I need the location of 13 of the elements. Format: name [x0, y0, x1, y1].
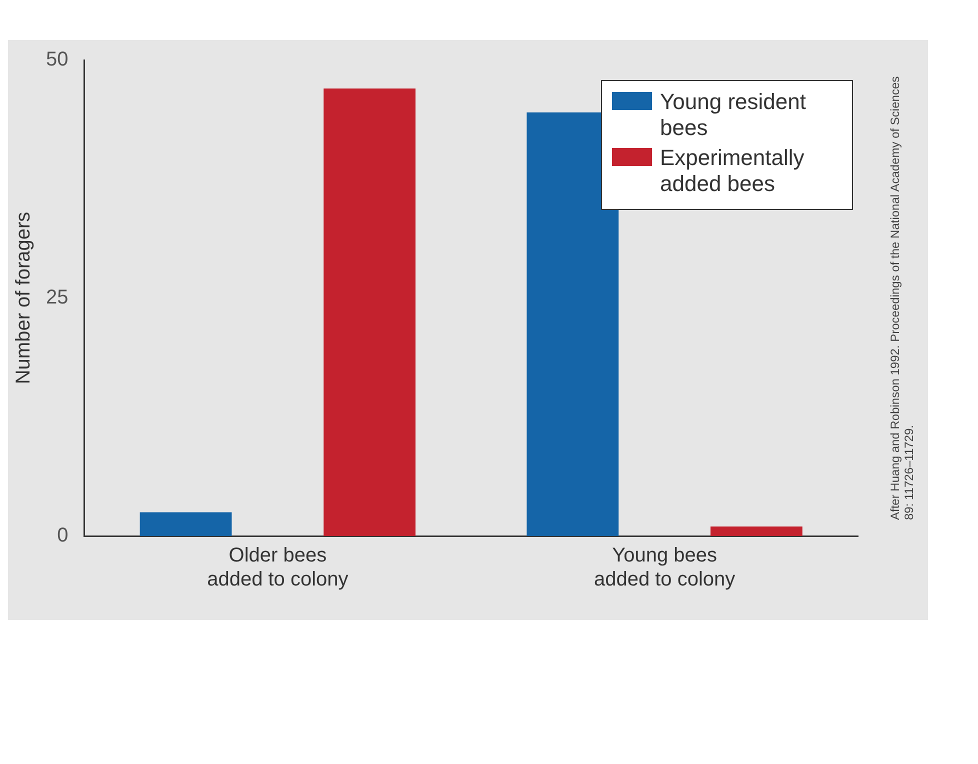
bar — [140, 512, 232, 536]
y-tick-label: 25 — [46, 286, 68, 309]
y-tick-label: 0 — [57, 524, 68, 547]
legend-label: Young resident bees — [660, 89, 807, 141]
y-axis-title: Number of foragers — [12, 212, 35, 384]
bar — [526, 112, 619, 536]
y-tick-label: 50 — [46, 48, 68, 71]
bar — [710, 526, 802, 536]
text: After Huang and Robinson 1992. Proceedings of the National Academy of Sciences 89: 11726–11729. — [888, 75, 917, 520]
x-tick-label: Older bees added to colony — [207, 544, 348, 591]
legend-label: Experimentally added bees — [660, 145, 806, 197]
x-tick-label: Young bees added to colony — [594, 544, 736, 591]
bar — [324, 88, 416, 536]
